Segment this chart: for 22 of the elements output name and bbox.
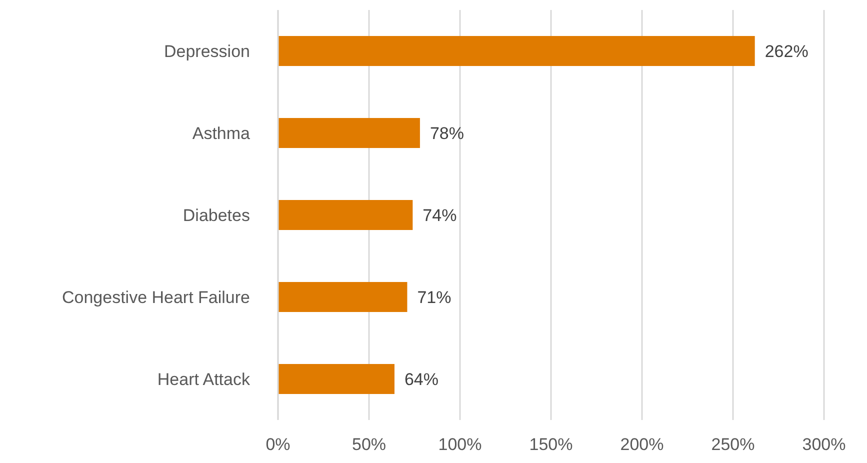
x-tick-label: 250% — [711, 435, 755, 454]
data-label: 64% — [404, 370, 439, 390]
y-tick-label: Heart Attack — [157, 370, 250, 390]
x-tick-label: 100% — [438, 435, 482, 454]
x-tick-label: 50% — [352, 435, 386, 454]
data-label: 71% — [417, 288, 452, 308]
bar — [278, 36, 755, 66]
y-tick-label: Diabetes — [182, 206, 250, 226]
data-label: 262% — [764, 42, 808, 62]
bar — [278, 282, 408, 312]
x-tick-label: 0% — [266, 435, 290, 454]
bar — [278, 364, 394, 394]
y-tick-label: Congestive Heart Failure — [62, 288, 250, 308]
data-label: 78% — [430, 124, 464, 144]
y-tick-label: Depression — [164, 42, 250, 62]
bar — [278, 200, 413, 230]
bar — [278, 118, 420, 148]
x-tick-label: 200% — [620, 435, 664, 454]
data-label: 74% — [422, 206, 457, 226]
y-tick-label: Asthma — [192, 124, 251, 144]
x-tick-label: 300% — [802, 435, 846, 454]
x-tick-label: 150% — [529, 435, 573, 454]
